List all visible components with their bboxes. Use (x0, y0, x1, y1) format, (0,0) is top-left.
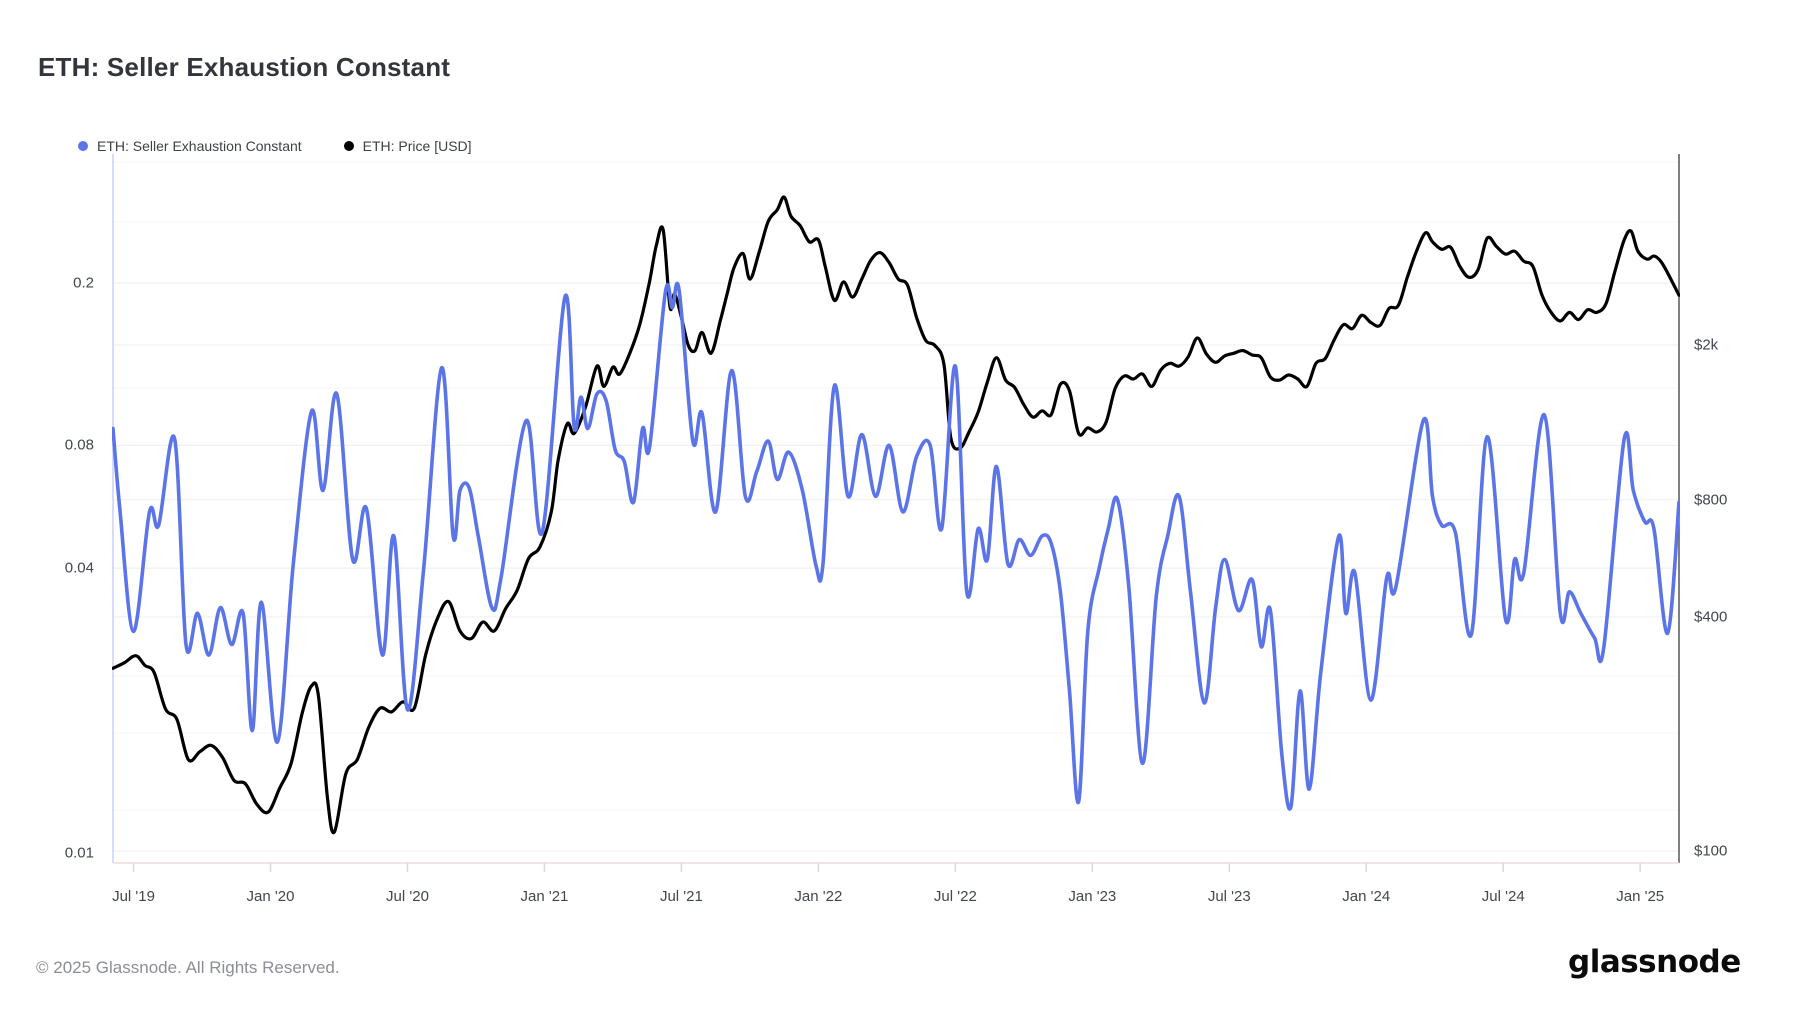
x-tick-label: Jan '24 (1342, 888, 1391, 905)
x-tick-label: Jan '23 (1068, 888, 1117, 905)
y-left-tick-label: 0.2 (73, 274, 94, 292)
y-right-tick-label: $100 (1694, 842, 1728, 860)
x-tick-label: Jan '22 (794, 888, 843, 905)
series-line-price (112, 195, 1680, 835)
x-tick-label: Jul '19 (112, 888, 155, 905)
x-tick-label: Jan '20 (246, 888, 295, 905)
x-tick-label: Jul '23 (1207, 888, 1251, 905)
x-tick-label: Jul '24 (1481, 888, 1525, 905)
legend-dot-icon (343, 141, 354, 151)
series-layer (112, 195, 1680, 835)
page-title: ETH: Seller Exhaustion Constant (38, 52, 451, 82)
y-right-tick-label: $2k (1694, 336, 1719, 354)
legend-item-0[interactable]: ETH: Seller Exhaustion Constant (78, 138, 302, 154)
x-tick-label: Jul '20 (386, 888, 429, 905)
x-tick-label: Jan '25 (1616, 888, 1665, 905)
gridlines (113, 161, 1679, 852)
copyright-text: © 2025 Glassnode. All Rights Reserved. (36, 958, 340, 977)
y-left-tick-label: 0.08 (64, 436, 94, 454)
legend-dot-icon (78, 141, 88, 151)
x-tick-label: Jul '21 (659, 888, 703, 905)
x-tick-label: Jul '22 (933, 888, 977, 905)
x-tick-label: Jan '21 (520, 888, 569, 905)
y-left-tick-label: 0.01 (64, 844, 94, 862)
glassnode-logo: glassnode (1568, 944, 1741, 980)
x-tick-marks (132, 863, 1641, 872)
series-line-seller-exhaustion (112, 281, 1680, 811)
chart-legend: ETH: Seller Exhaustion Constant ETH: Pric… (78, 138, 472, 154)
y-right-tick-label: $400 (1694, 608, 1728, 626)
y-left-tick-label: 0.04 (64, 559, 94, 577)
legend-label: ETH: Price [USD] (362, 138, 472, 154)
y-right-tick-label: $800 (1694, 491, 1728, 509)
legend-item-1[interactable]: ETH: Price [USD] (343, 138, 472, 154)
legend-label: ETH: Seller Exhaustion Constant (97, 138, 302, 154)
